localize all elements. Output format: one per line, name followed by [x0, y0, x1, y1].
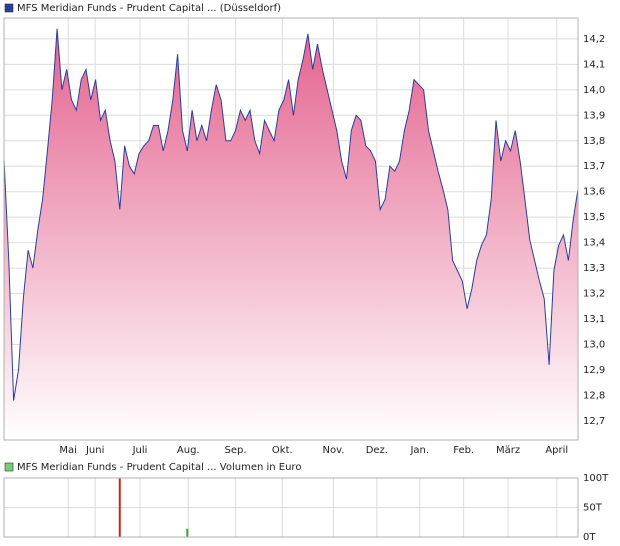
- x-tick-label: Sep.: [225, 445, 247, 456]
- y-tick-label: 13,9: [583, 110, 605, 121]
- y-tick-label: 13,6: [583, 187, 605, 198]
- plot-border: [3, 477, 579, 538]
- y-tick-label: 100T: [583, 473, 609, 484]
- x-tick-label: Aug.: [177, 445, 200, 456]
- y-tick-label: 14,2: [583, 34, 605, 45]
- x-tick-label: April: [545, 445, 568, 456]
- y-tick-label: 13,7: [583, 161, 605, 172]
- y-tick-label: 13,8: [583, 136, 605, 147]
- x-tick-label: Jan.: [409, 445, 429, 456]
- volume-bar: [118, 478, 121, 537]
- legend-swatch: [4, 462, 14, 472]
- legend-label: MFS Meridian Funds - Prudent Capital ...…: [17, 3, 281, 14]
- y-tick-label: 12,9: [583, 365, 605, 376]
- y-tick-label: 0T: [583, 532, 596, 543]
- x-tick-label: Dez.: [366, 445, 388, 456]
- legend-label: MFS Meridian Funds - Prudent Capital ...…: [17, 462, 301, 473]
- x-tick-label: Feb.: [453, 445, 474, 456]
- y-tick-label: 12,8: [583, 390, 605, 401]
- x-tick-label: Juni: [85, 445, 104, 456]
- y-tick-label: 50T: [583, 503, 603, 514]
- x-tick-label: Nov.: [322, 445, 344, 456]
- y-tick-label: 12,7: [583, 416, 605, 427]
- y-tick-label: 13,5: [583, 212, 605, 223]
- y-tick-label: 13,4: [583, 238, 605, 249]
- x-tick-label: Okt.: [272, 445, 293, 456]
- volume-bar: [186, 528, 189, 537]
- x-tick-label: Mai: [59, 445, 77, 456]
- price-line: [3, 28, 579, 401]
- legend-swatch: [4, 3, 14, 13]
- y-tick-label: 13,0: [583, 339, 605, 350]
- y-tick-label: 14,1: [583, 59, 605, 70]
- y-tick-label: 14,0: [583, 85, 605, 96]
- y-tick-label: 13,2: [583, 289, 605, 300]
- plot-border: [3, 17, 579, 441]
- y-tick-label: 13,3: [583, 263, 605, 274]
- y-tick-label: 13,1: [583, 314, 605, 325]
- area-fill: [4, 28, 578, 440]
- x-tick-label: Juli: [132, 445, 148, 456]
- x-tick-label: März: [496, 445, 520, 456]
